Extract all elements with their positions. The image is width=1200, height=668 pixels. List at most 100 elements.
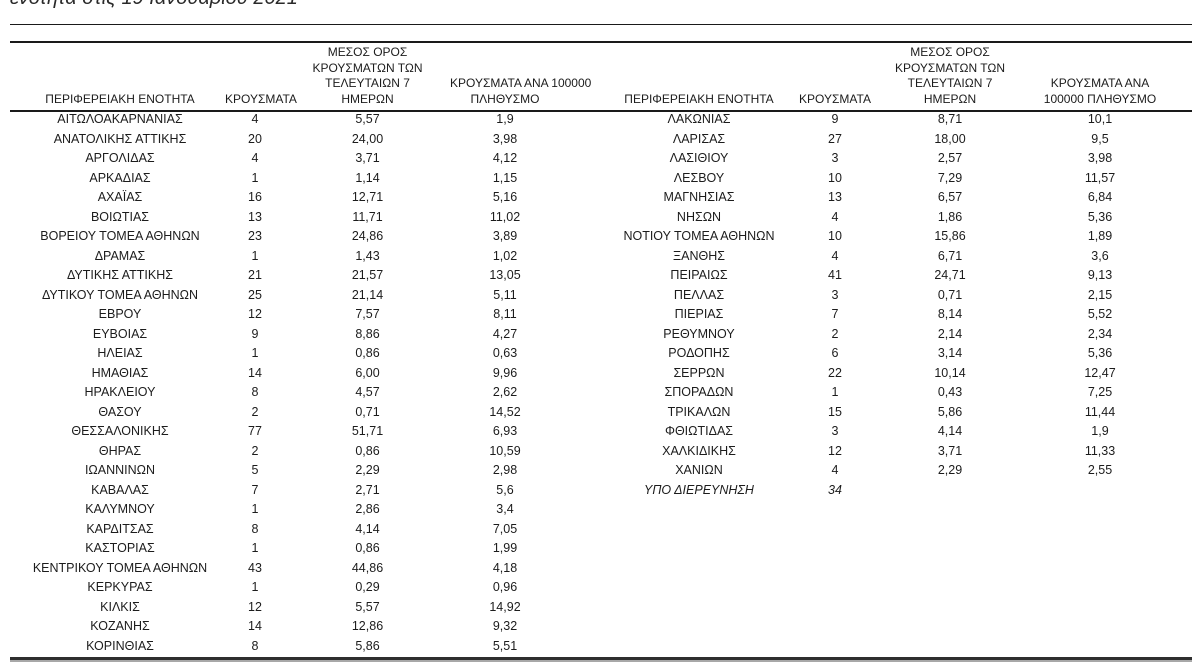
table-cell: 44,86 [351,560,384,575]
table-cell: 2 [831,326,839,341]
table-cell: ΛΑΣΙΘΙΟΥ [669,151,729,165]
table-row: ΡΟΔΟΠΗΣ 6 3,14 5,36 [608,344,1180,364]
table-row: ΘΗΡΑΣ 2 0,86 10,59 [15,442,560,462]
table-cell: 5,6 [496,482,514,497]
table-cell: 14,92 [489,599,521,614]
table-cell: 21 [248,268,262,282]
table-row: ΞΑΝΘΗΣ 4 6,71 3,6 [608,247,1180,267]
table-row: ΗΜΑΘΙΑΣ 14 6,00 9,96 [15,364,560,384]
table-cell: 2 [251,443,259,458]
table-cell: 3,89 [492,229,518,243]
table-row: ΛΑΡΙΣΑΣ 27 18,00 9,5 [608,130,1180,150]
column-header-per-100000: ΚΡΟΥΣΜΑΤΑ ΑΝΑ 100000 ΠΛΗΘΥΣΜΟ [1043,76,1157,106]
table-cell: ΚΟΡΙΝΘΙΑΣ [86,638,154,653]
table-cell: ΑΝΑΤΟΛΙΚΗΣ ΑΤΤΙΚΗΣ [53,131,187,146]
table-cell: 1 [251,248,259,263]
table-cell: 4,27 [492,326,518,341]
table-cell: 9,96 [492,365,518,380]
table-cell: 10 [828,170,842,185]
table-cell: 8,11 [493,307,517,321]
table-cell: 8 [251,385,259,399]
table-cell: 12 [828,443,842,458]
table-cell: 0,43 [937,385,963,399]
table-cell: 43 [248,560,262,575]
table-cell: 3,71 [937,443,963,458]
table-cell: 12,71 [351,190,384,204]
table-cell: 11,71 [352,209,383,224]
table-cell [1020,481,1180,501]
table-cell: ΛΕΣΒΟΥ [673,170,725,185]
table-cell: ΘΑΣΟΥ [98,404,142,419]
table-cell: 0,71 [937,287,963,302]
table-cell: 14 [248,619,262,633]
table-cell: 0,86 [355,541,380,555]
table-cell: 4 [831,248,839,263]
table-cell: 7 [251,482,259,497]
table-cell: 5,86 [937,404,963,419]
table-cell: ΥΠΟ ΔΙΕΡΕΥΝΗΣΗ [644,482,754,497]
table-cell: 20 [248,131,262,146]
table-cell: 10 [828,229,842,243]
table-cell: 12 [248,599,262,614]
table-caption-clipped: ενότητα στις 19 Ιανουαρίου 2021 [10,0,430,10]
table-cell: ΔΥΤΙΚΟΥ ΤΟΜΕΑ ΑΘΗΝΩΝ [41,287,199,302]
table-row: ΛΑΚΩΝΙΑΣ 9 8,71 10,1 [608,110,1180,130]
table-cell: 6 [831,346,839,360]
table-cell: 12 [248,307,262,321]
table-cell: ΠΙΕΡΙΑΣ [674,307,724,321]
table-cell: 3,6 [1091,248,1109,263]
table-cell: 2,86 [355,502,380,516]
table-cell: 24,00 [351,131,384,146]
table-cell: 16 [248,190,262,204]
table-cell: 0,71 [355,404,380,419]
header-underline-rule [10,110,1192,112]
table-cell: 11,44 [1084,404,1116,419]
table-cell: 7,57 [355,307,380,321]
table-cell: 3 [831,151,839,165]
table-cell: ΔΥΤΙΚΗΣ ΑΤΤΙΚΗΣ [67,268,173,282]
table-cell: 12,86 [351,619,384,633]
table-cell: 1 [251,170,259,185]
table-row: ΡΕΘΥΜΝΟΥ 2 2,14 2,34 [608,325,1180,345]
top-rule [10,24,1192,25]
table-cell: 4,14 [937,424,963,438]
table-row: ΙΩΑΝΝΙΝΩΝ 5 2,29 2,98 [15,461,560,481]
table-cell: ΠΕΙΡΑΙΩΣ [670,268,728,282]
table-cell: ΣΕΡΡΩΝ [673,365,725,380]
table-cell: 1,9 [1091,424,1109,438]
table-cell: 1 [831,385,839,399]
table-cell: ΒΟΡΕΙΟΥ ΤΟΜΕΑ ΑΘΗΝΩΝ [40,229,200,243]
cases-table-right: ΠΕΡΙΦΕΡΕΙΑΚΗ ΕΝΟΤΗΤΑ ΚΡΟΥΣΜΑΤΑ ΜΕΣΟΣ ΟΡΟ… [608,44,1180,500]
table-row: ΝΟΤΙΟΥ ΤΟΜΕΑ ΑΘΗΝΩΝ 10 15,86 1,89 [608,227,1180,247]
column-header-cases: ΚΡΟΥΣΜΑΤΑ [225,91,297,106]
table-cell: 24,71 [934,268,966,282]
table-cell: 11,57 [1084,170,1116,185]
table-cell: 4 [831,209,839,224]
table-cell: ΛΑΚΩΝΙΑΣ [667,112,731,126]
column-header-7day-average: ΜΕΣΟΣ ΟΡΟΣ ΚΡΟΥΣΜΑΤΩΝ ΤΩΝ ΤΕΛΕΥΤΑΙΩΝ 7 Η… [312,45,423,106]
table-cell: 10,59 [489,443,521,458]
table-cell: 2 [251,404,259,419]
table-cell: 3 [831,424,839,438]
table-cell: 1,14 [355,170,380,185]
table-row: ΠΕΛΛΑΣ 3 0,71 2,15 [608,286,1180,306]
table-cell: 2,57 [937,151,963,165]
table-cell: ΑΙΤΩΛΟΑΚΑΡΝΑΝΙΑΣ [57,112,183,126]
table-cell: 6,71 [937,248,963,263]
table-cell: 2,98 [492,463,518,477]
table-cell: ΡΕΘΥΜΝΟΥ [663,326,735,341]
table-row: ΘΕΣΣΑΛΟΝΙΚΗΣ 77 51,71 6,93 [15,422,560,442]
table-cell: 2,29 [937,463,963,477]
table-row: ΤΡΙΚΑΛΩΝ 15 5,86 11,44 [608,403,1180,423]
table-row: ΠΙΕΡΙΑΣ 7 8,14 5,52 [608,305,1180,325]
table-cell: 4 [251,151,259,165]
table-row: ΕΒΡΟΥ 12 7,57 8,11 [15,305,560,325]
table-cell: 5,51 [492,638,518,653]
table-cell: ΚΑΡΔΙΤΣΑΣ [86,521,154,536]
table-cell: ΛΑΡΙΣΑΣ [672,131,726,146]
header-row: ΠΕΡΙΦΕΡΕΙΑΚΗ ΕΝΟΤΗΤΑ ΚΡΟΥΣΜΑΤΑ ΜΕΣΟΣ ΟΡΟ… [15,44,591,110]
table-cell: 34 [828,482,842,497]
table-row: ΗΛΕΙΑΣ 1 0,86 0,63 [15,344,560,364]
table-cell: 1,89 [1087,229,1113,243]
table-cell: ΗΡΑΚΛΕΙΟΥ [84,385,156,399]
